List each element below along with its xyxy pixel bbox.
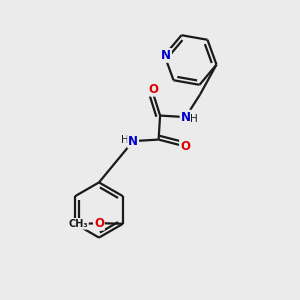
Text: H: H xyxy=(121,135,129,145)
Text: N: N xyxy=(128,135,138,148)
Text: H: H xyxy=(190,115,198,124)
Text: N: N xyxy=(161,49,171,62)
Text: N: N xyxy=(181,111,190,124)
Text: O: O xyxy=(94,217,104,230)
Text: O: O xyxy=(180,140,190,153)
Text: CH₃: CH₃ xyxy=(68,219,88,229)
Text: O: O xyxy=(148,83,158,96)
